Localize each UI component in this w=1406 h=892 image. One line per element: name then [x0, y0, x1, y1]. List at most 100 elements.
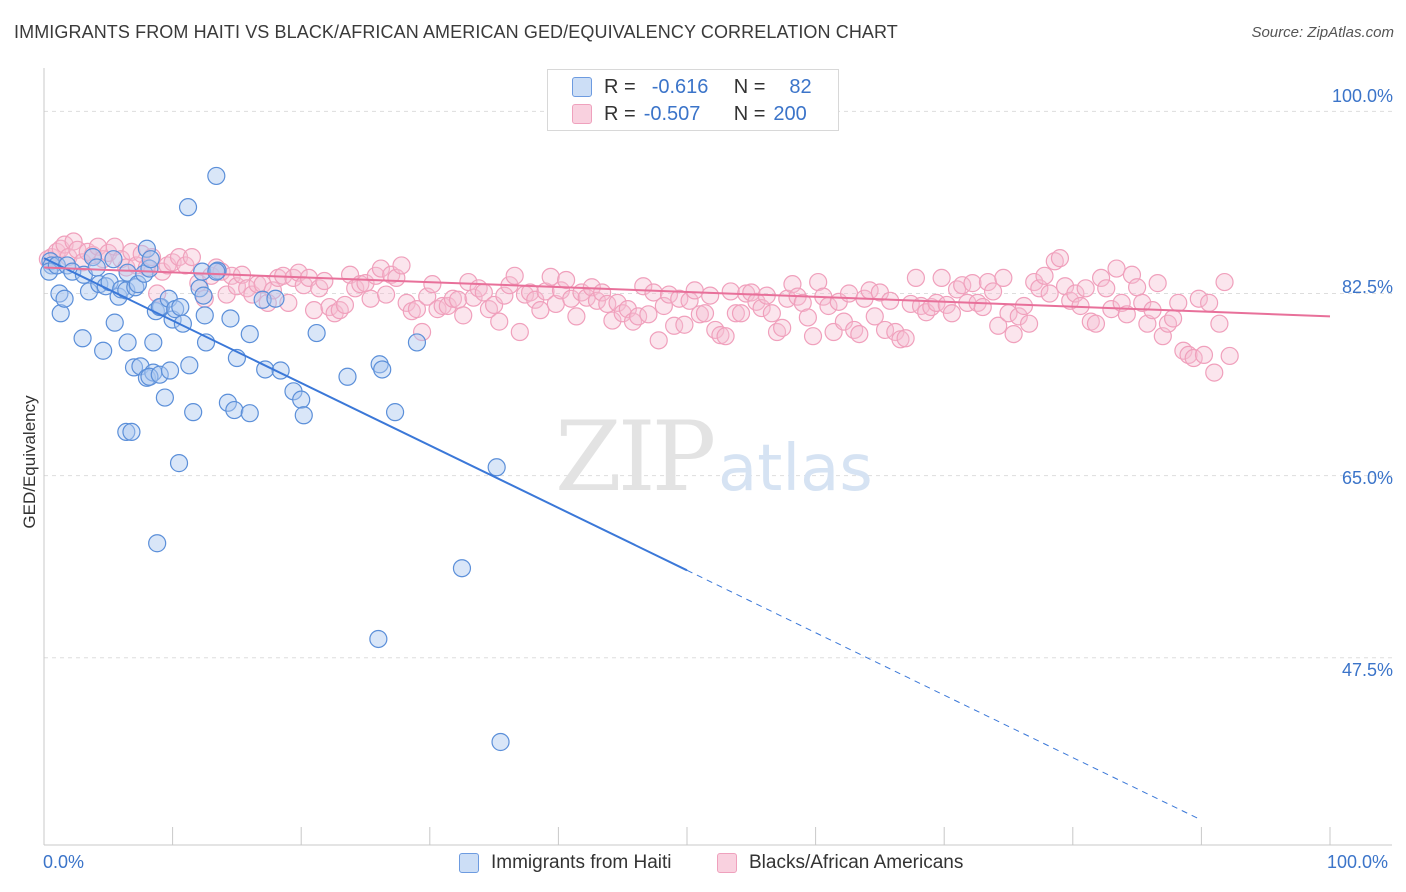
pink-point — [1194, 345, 1214, 365]
pink-point — [182, 247, 201, 267]
legend-row-black: R = -0.507 N = 200 — [572, 102, 807, 126]
blue-point — [148, 534, 167, 553]
y-axis-label: GED/Equivalency — [20, 395, 39, 529]
pink-point — [433, 296, 452, 316]
pink-point — [1050, 249, 1070, 268]
blue-point — [126, 278, 145, 297]
bottom-legend-label: Blacks/African Americans — [749, 852, 964, 873]
pink-point — [932, 268, 951, 288]
pink-point — [762, 304, 781, 323]
n-value: 200 — [773, 102, 807, 125]
pink-point — [726, 304, 745, 323]
pink-point — [132, 244, 151, 264]
pink-point — [1117, 305, 1136, 324]
pink-point — [1158, 314, 1178, 333]
blue-point — [253, 290, 272, 309]
pink-point — [906, 268, 926, 288]
pink-point — [510, 322, 529, 342]
pink-point — [371, 259, 391, 278]
pink-point — [335, 295, 355, 315]
pink-point — [839, 284, 859, 303]
pink-swatch — [572, 104, 592, 124]
pink-point — [1133, 293, 1152, 312]
blue-point — [83, 247, 102, 267]
pink-point — [315, 271, 334, 291]
blue-point — [193, 262, 212, 281]
source-note: Source: ZipAtlas.com — [1251, 24, 1394, 41]
pink-point — [695, 304, 715, 323]
pink-point — [1184, 348, 1203, 368]
pink-point — [701, 286, 720, 305]
blue-point — [225, 400, 244, 420]
pink-point — [973, 297, 992, 317]
blue-point — [240, 324, 259, 344]
r-value: -0.616 — [651, 75, 709, 98]
pink-point — [1035, 266, 1054, 285]
n-label: N = — [733, 102, 766, 125]
pink-point — [1014, 296, 1034, 316]
pink-point — [942, 304, 962, 323]
pink-point — [1220, 346, 1239, 366]
pink-point — [798, 308, 817, 327]
pink-point — [428, 300, 447, 319]
pink-point — [448, 290, 468, 309]
pink-point — [1107, 259, 1126, 278]
watermark: ZIP atlas — [555, 401, 873, 513]
axes — [43, 68, 1392, 846]
blue-point — [370, 355, 389, 374]
pink-point — [495, 286, 514, 305]
blue-point — [240, 404, 259, 423]
n-label: N = — [733, 75, 766, 98]
blue-point — [221, 309, 240, 328]
blue-point — [144, 333, 163, 352]
pink-point — [1189, 289, 1208, 308]
bottom-legend-haiti: Immigrants from Haiti — [459, 852, 672, 874]
pink-point — [1164, 309, 1183, 328]
blue-point — [79, 282, 99, 301]
stats-legend: R = -0.616 N = 82 R = -0.507 N = 200 — [547, 69, 839, 131]
pink-point — [803, 327, 823, 346]
pink-point — [1009, 307, 1028, 326]
blue-point — [266, 289, 285, 308]
pink-point — [865, 307, 884, 326]
pink-point — [557, 270, 576, 290]
pink-point — [675, 315, 694, 334]
pink-point — [423, 275, 442, 294]
pink-point — [1179, 345, 1198, 365]
blue-point — [338, 367, 357, 386]
blue-point — [207, 262, 226, 281]
watermark-zip: ZIP — [555, 401, 714, 513]
pink-point — [1205, 363, 1224, 382]
blue-point — [194, 286, 213, 305]
haiti-trend-line — [43, 257, 688, 572]
pink-point — [567, 307, 586, 326]
pink-point — [644, 283, 663, 302]
pink-point — [1091, 268, 1111, 288]
pink-point — [654, 296, 673, 316]
pink-point — [541, 267, 560, 286]
blue-point — [169, 454, 189, 473]
pink-point — [1004, 324, 1023, 344]
x-tick-100: 100.0% — [1327, 852, 1389, 872]
blue-point — [105, 313, 124, 332]
blue-point — [487, 458, 506, 477]
blue-point — [171, 297, 190, 317]
blue-point — [73, 329, 92, 348]
grid-lines — [44, 110, 1392, 659]
y-tick-100: 100.0% — [1331, 86, 1393, 106]
legend-row-haiti: R = -0.616 N = 82 — [572, 75, 812, 99]
blue-point — [141, 250, 160, 269]
pink-point — [1040, 284, 1059, 303]
pink-point — [639, 305, 658, 324]
y-tick-65: 65.0% — [1341, 468, 1393, 488]
pink-point — [721, 282, 740, 301]
pink-point — [731, 304, 751, 323]
blue-point — [124, 358, 144, 377]
blue-point — [94, 341, 113, 360]
pink-swatch — [717, 853, 737, 873]
pink-point — [505, 266, 524, 285]
pink-point — [773, 318, 792, 337]
blue-point — [137, 239, 156, 258]
blue-point — [160, 361, 180, 380]
